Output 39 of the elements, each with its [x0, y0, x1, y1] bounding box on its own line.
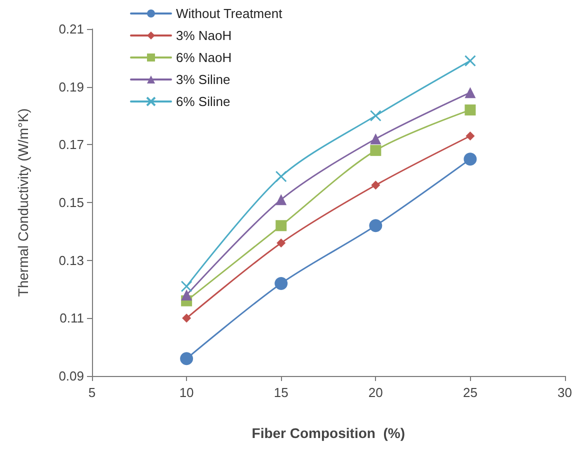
point	[275, 170, 287, 182]
point	[180, 352, 194, 366]
point	[181, 290, 192, 301]
point	[370, 144, 382, 156]
y-tick-label: 0.21	[58, 22, 84, 36]
legend-label: Without Treatment	[176, 6, 283, 21]
point	[464, 104, 476, 116]
y-tick-label: 0.19	[58, 79, 84, 94]
y-tick-label: 0.13	[58, 252, 84, 268]
legend-label: 3% NaoH	[176, 28, 232, 43]
point	[464, 55, 476, 67]
x-axis-title: Fiber Composition (%)	[252, 425, 405, 441]
x-tick-label: 10	[179, 385, 194, 400]
point	[276, 220, 287, 232]
point	[182, 314, 192, 323]
y-tick-label: 0.11	[60, 310, 84, 326]
point	[370, 110, 382, 122]
point	[276, 194, 287, 206]
point	[370, 133, 382, 144]
x-tick-label: 15	[274, 385, 288, 400]
y-tick-label: 0.15	[58, 195, 84, 210]
legend-label: 6% NaoH	[176, 50, 232, 65]
x-tick-label: 20	[368, 385, 383, 400]
point	[464, 152, 477, 166]
legend-label: 6% Siline	[176, 94, 230, 109]
point	[464, 87, 476, 98]
point	[276, 238, 286, 248]
x-tick-label: 5	[88, 385, 96, 400]
x-tick-label: 30	[558, 385, 572, 400]
y-axis-title: Thermal Conductivity (W/m°K)	[15, 108, 31, 297]
x-tick-label: 25	[462, 385, 478, 400]
point	[371, 180, 380, 190]
y-tick-label: 0.17	[58, 137, 84, 152]
y-tick-label: 0.09	[58, 368, 84, 384]
point	[369, 219, 382, 232]
legend-label: 3% Siline	[176, 72, 230, 87]
point	[180, 280, 192, 292]
point	[466, 131, 475, 140]
point	[274, 276, 288, 290]
